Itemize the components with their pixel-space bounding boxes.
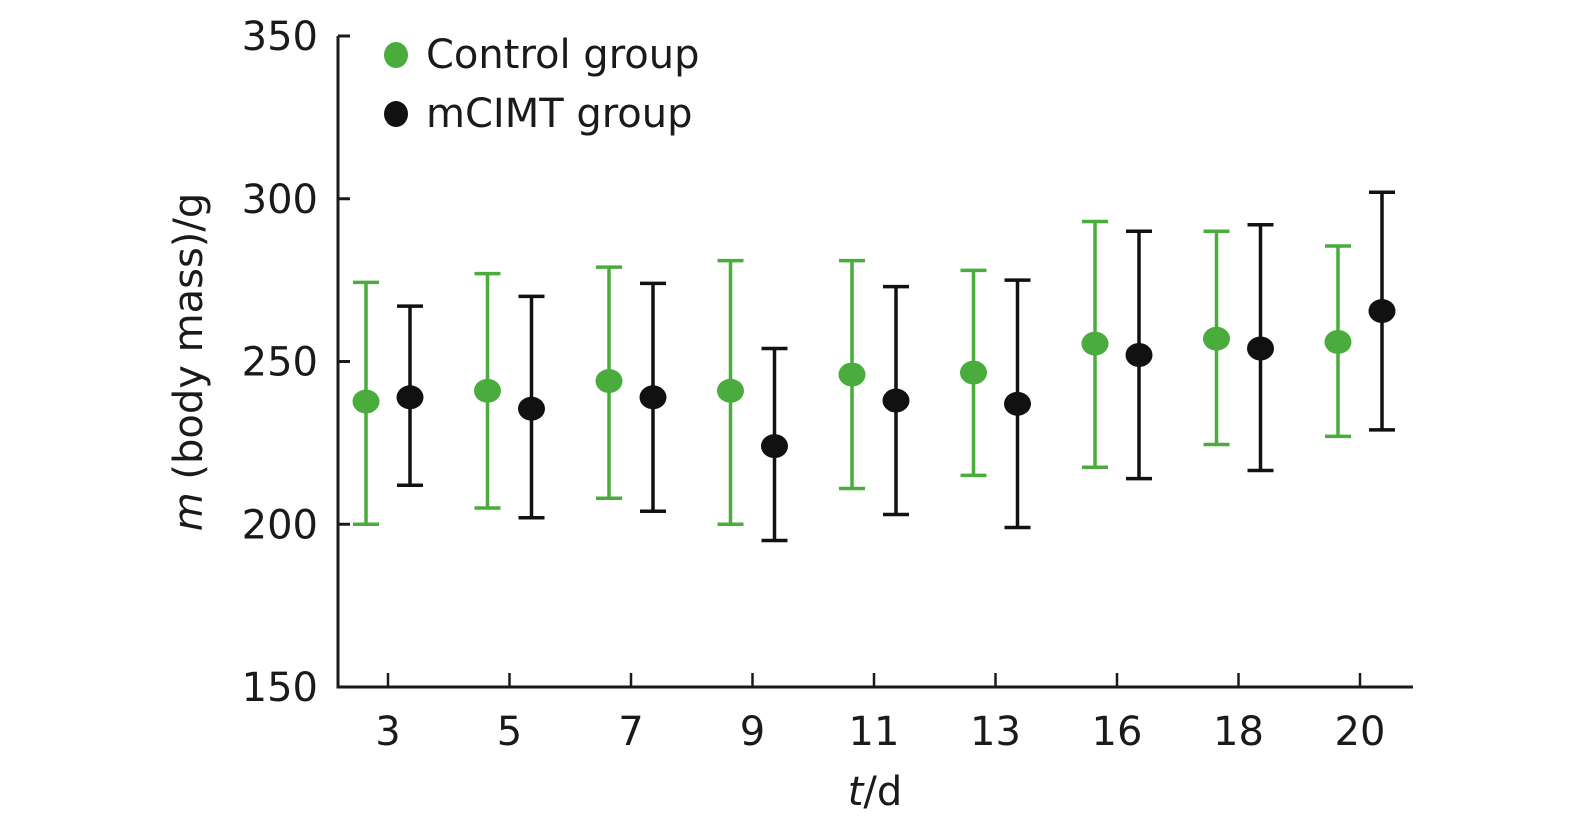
- y-tick-label: 250: [242, 340, 318, 386]
- x-axis-title-var: t: [848, 769, 865, 815]
- data-point: [1368, 299, 1396, 324]
- data-point: [1125, 342, 1153, 367]
- x-tick-label: 3: [375, 709, 400, 755]
- y-axis-title-var: m: [166, 492, 212, 531]
- data-point: [396, 385, 424, 410]
- x-tick-label: 18: [1213, 709, 1264, 755]
- data-point: [1203, 326, 1230, 351]
- x-tick-label: 13: [970, 709, 1021, 755]
- x-tick-label: 7: [618, 709, 643, 755]
- legend-label-control: Control group: [426, 32, 699, 78]
- y-ticks: 150 200 250 300 350: [242, 14, 350, 711]
- x-ticks: 3 5 7 9 11 13 16 18 20: [375, 673, 1385, 755]
- legend: Control group mCIMT group: [384, 32, 699, 137]
- data-point: [960, 360, 987, 385]
- y-axis-title: m (body mass)/g: [166, 193, 212, 532]
- x-tick-label: 5: [497, 709, 522, 755]
- series-mcimt: [396, 190, 1396, 543]
- x-tick-label: 20: [1335, 709, 1386, 755]
- data-point: [1324, 329, 1352, 354]
- data-point: [1081, 331, 1109, 356]
- data-point: [761, 434, 788, 459]
- y-tick-label: 300: [242, 177, 318, 223]
- data-point: [882, 388, 910, 413]
- legend-marker-control: [384, 42, 408, 68]
- legend-item-control: Control group: [384, 32, 699, 78]
- data-marks: [352, 190, 1396, 543]
- data-point: [838, 362, 866, 387]
- data-point: [518, 396, 545, 421]
- data-point: [1247, 336, 1274, 361]
- data-point: [717, 378, 744, 403]
- x-axis-title-unit: /d: [863, 769, 902, 815]
- data-point: [595, 369, 623, 394]
- data-point: [474, 378, 501, 403]
- legend-label-mcimt: mCIMT group: [426, 91, 693, 137]
- y-tick-label: 350: [242, 14, 318, 60]
- x-tick-label: 16: [1092, 709, 1143, 755]
- x-tick-label: 11: [849, 709, 900, 755]
- legend-item-mcimt: mCIMT group: [384, 91, 693, 137]
- y-axis-title-unit: (body mass)/g: [166, 193, 212, 493]
- data-point: [1004, 391, 1031, 416]
- x-tick-label: 9: [740, 709, 765, 755]
- data-point: [352, 389, 380, 414]
- x-axis-title: t/d: [848, 769, 903, 815]
- y-tick-label: 150: [242, 665, 318, 711]
- data-point: [639, 385, 667, 410]
- y-tick-label: 200: [242, 502, 318, 548]
- series-control: [352, 219, 1352, 526]
- legend-marker-mcimt: [384, 101, 408, 127]
